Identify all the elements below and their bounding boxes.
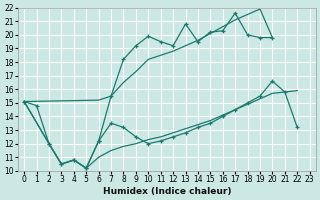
X-axis label: Humidex (Indice chaleur): Humidex (Indice chaleur)	[103, 187, 231, 196]
